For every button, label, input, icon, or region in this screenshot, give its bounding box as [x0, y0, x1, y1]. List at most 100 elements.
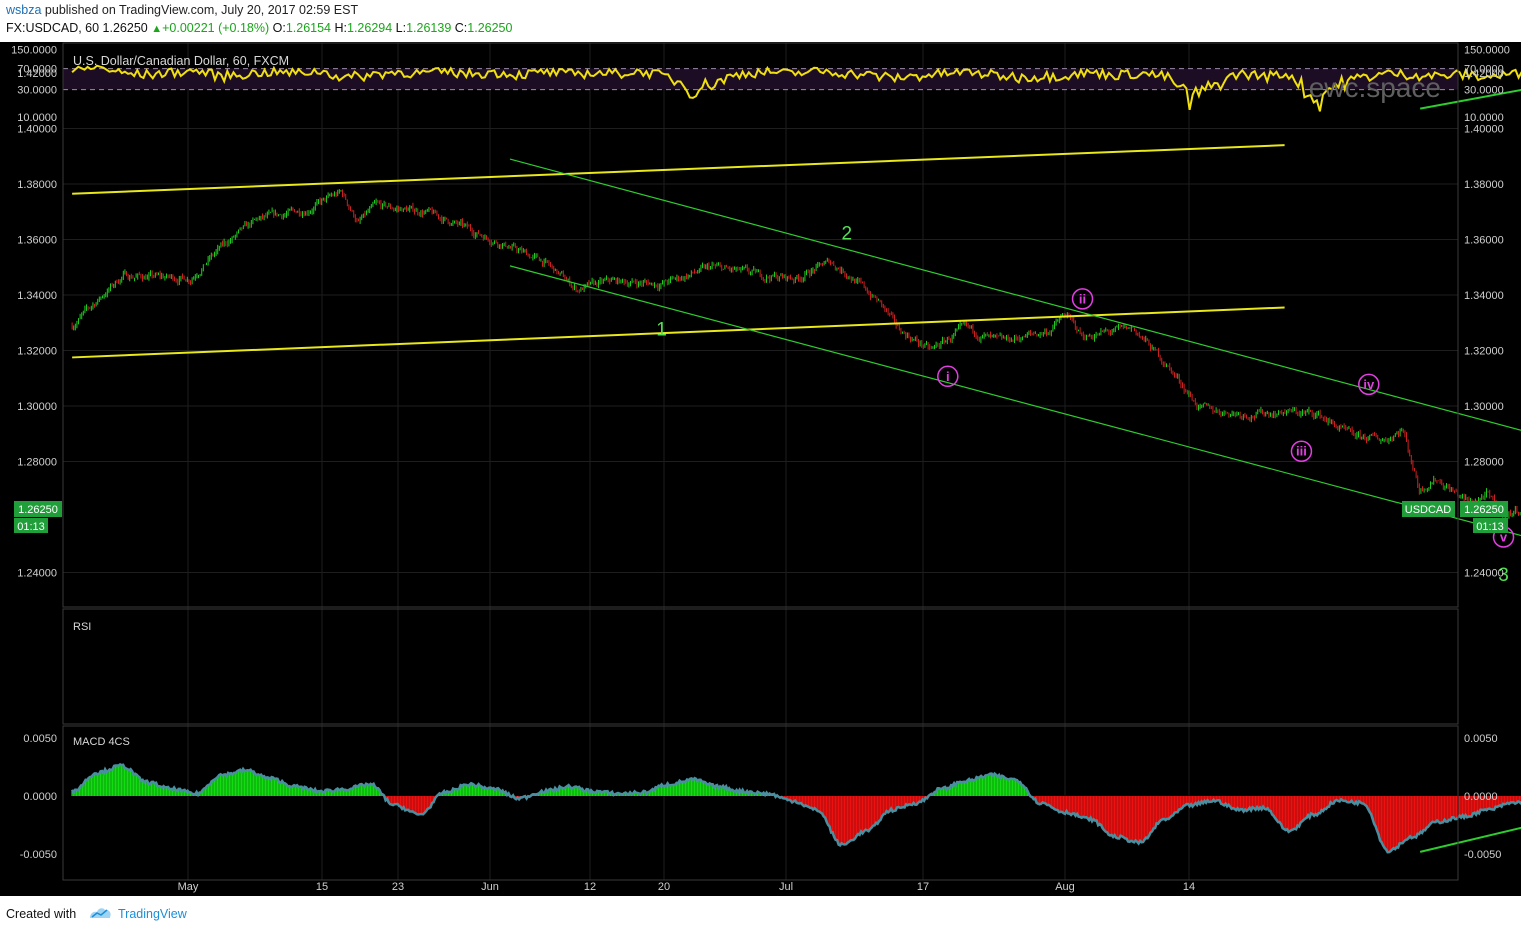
- created-with-text: Created with: [6, 907, 77, 921]
- x-tick-label: Aug: [1055, 881, 1075, 893]
- y-tick-label-right: 1.30000: [1464, 401, 1504, 413]
- trendline-yellow[interactable]: [72, 144, 1285, 195]
- trendline-green[interactable]: [509, 265, 1521, 607]
- tradingview-link[interactable]: TradingView: [118, 907, 187, 921]
- footer: Created with TradingView: [0, 896, 1521, 932]
- y-tick-label-left: 1.36000: [17, 235, 57, 247]
- symbol-tag-bg: [1402, 501, 1455, 517]
- y-tick-label-left: 1.32000: [17, 346, 57, 358]
- axis-labels: May 15 23 Jun 12 20 Jul 17 Aug 141.42000 1.420001.…: [11, 45, 1510, 893]
- price-tag-left: 1.26250 01:13: [14, 501, 62, 533]
- y-tick-label-right: 1.40000: [1464, 124, 1504, 136]
- macd-signal-line: [70, 762, 1521, 854]
- published-text: published on TradingView.com, July 20, 2…: [41, 3, 359, 17]
- x-tick-label: 20: [658, 881, 670, 893]
- y-tick-label-left: 1.40000: [17, 124, 57, 136]
- publish-info: wsbza published on TradingView.com, July…: [6, 3, 358, 17]
- pane-frame: [62, 42, 1459, 881]
- trendline-yellow[interactable]: [72, 306, 1285, 359]
- symbol-legend: FX:USDCAD, 60 1.26250 ▲+0.00221 (+0.18%)…: [6, 21, 512, 35]
- rsi-series: [71, 64, 1521, 112]
- rsi-line: [71, 64, 1521, 112]
- author-link[interactable]: wsbza: [6, 3, 42, 17]
- rsi-pane-title: RSI: [73, 621, 91, 633]
- price-tag-left-value: 1.26250: [18, 504, 58, 516]
- main-pane-border: [62, 42, 1459, 608]
- trendline-green[interactable]: [509, 158, 1521, 511]
- x-tick-label: 17: [917, 881, 929, 893]
- wave-label-iii: iii: [1296, 444, 1307, 459]
- y-tick-label-left: 1.28000: [17, 457, 57, 469]
- rsi-tick-label-right: 30.0000: [1464, 85, 1504, 97]
- macd-pane-border: [62, 725, 1459, 881]
- y-tick-label-right: 1.36000: [1464, 235, 1504, 247]
- x-tick-label: 23: [392, 881, 404, 893]
- macd-tick-label-left: 0.0000: [23, 791, 57, 803]
- price-tag-right-value: 1.26250: [1464, 504, 1504, 516]
- rsi-divergence-line[interactable]: [1419, 85, 1521, 110]
- tradingview-logo-icon[interactable]: [88, 905, 114, 921]
- y-tick-label-left: 1.30000: [17, 401, 57, 413]
- y-tick-label-left: 1.34000: [17, 290, 57, 302]
- rsi-tick-label-right: 150.0000: [1464, 45, 1510, 57]
- trendlines[interactable]: [72, 144, 1521, 607]
- wave-label-i: i: [946, 369, 950, 384]
- wave-circle-i: [937, 365, 959, 388]
- y-tick-label-right: 1.28000: [1464, 457, 1504, 469]
- chart-background: [0, 42, 1521, 896]
- wave-circle-ii: [1071, 288, 1094, 310]
- y-tick-label-right: 1.42000: [1464, 68, 1504, 80]
- rsi-tick-label-left: 10.0000: [17, 112, 57, 124]
- x-tick-label: May: [178, 881, 199, 893]
- x-tick-label: 14: [1183, 881, 1195, 893]
- y-tick-label-left: 1.24000: [17, 568, 57, 580]
- y-tick-label-right: 1.38000: [1464, 179, 1504, 191]
- rsi-pane-border: [62, 608, 1459, 725]
- y-tick-label-right: 1.32000: [1464, 346, 1504, 358]
- wave-label-iv: iv: [1363, 377, 1375, 392]
- macd-tick-label-right: 0.0050: [1464, 733, 1498, 745]
- rsi-tick-label-left: 30.0000: [17, 85, 57, 97]
- watermark: ewc.space: [1309, 72, 1441, 103]
- macd-tick-label-right: 0.0000: [1464, 791, 1498, 803]
- wave-circle-iv: [1358, 373, 1380, 396]
- macd-tick-label-left: -0.0050: [20, 849, 57, 861]
- change-value: +0.00221 (+0.18%): [162, 21, 270, 35]
- price-tag-right-bg: [1460, 501, 1508, 517]
- wave-circle-iii: [1290, 440, 1313, 462]
- y-tick-label-left: 1.42000: [17, 68, 57, 80]
- chart-canvas[interactable]: 12345iiiiiiivv May1523Jun1220Jul17Aug141…: [0, 42, 1521, 896]
- x-tick-label: 12: [584, 881, 596, 893]
- low-value: 1.26139: [406, 21, 452, 35]
- x-tick-label: Jul: [779, 881, 793, 893]
- wave-label-v: v: [1500, 529, 1508, 544]
- macd-tick-label-right: -0.0050: [1464, 849, 1501, 861]
- high-label: H:: [331, 21, 347, 35]
- macd-divergence-line[interactable]: [1419, 822, 1521, 853]
- y-tick-label-right: 1.24000: [1464, 568, 1504, 580]
- symbol-line: FX:USDCAD, 60 1.26250: [6, 21, 148, 35]
- publish-header: wsbza published on TradingView.com, July…: [0, 0, 1521, 42]
- rsi-tick-label-left: 70.0000: [17, 64, 57, 76]
- wave-label-ii: ii: [1079, 291, 1086, 306]
- rsi-tick-label-left: 150.0000: [11, 45, 57, 57]
- rsi-tick-label-right: 10.0000: [1464, 112, 1504, 124]
- countdown-left-bg: [14, 518, 48, 533]
- x-tick-label: Jun: [481, 881, 499, 893]
- wave-label-1: 1: [656, 319, 667, 340]
- x-tick-label: 15: [316, 881, 328, 893]
- main-pane-title: U.S. Dollar/Canadian Dollar, 60, FXCM: [73, 54, 289, 68]
- countdown-left: 01:13: [17, 521, 45, 533]
- rsi-tick-label-right: 70.0000: [1464, 64, 1504, 76]
- macd-tick-label-left: 0.0050: [23, 733, 57, 745]
- up-arrow-icon: ▲: [151, 23, 163, 35]
- macd-histogram: [70, 762, 1521, 854]
- countdown-right: 01:13: [1476, 521, 1504, 533]
- open-label: O:: [269, 21, 286, 35]
- wave-label-3: 3: [1498, 565, 1509, 586]
- symbol-tag: USDCAD: [1405, 504, 1452, 516]
- divergence-lines[interactable]: [1419, 85, 1521, 853]
- wave-label-2: 2: [841, 224, 852, 245]
- close-label: C:: [451, 21, 468, 35]
- y-tick-label-left: 1.38000: [17, 179, 57, 191]
